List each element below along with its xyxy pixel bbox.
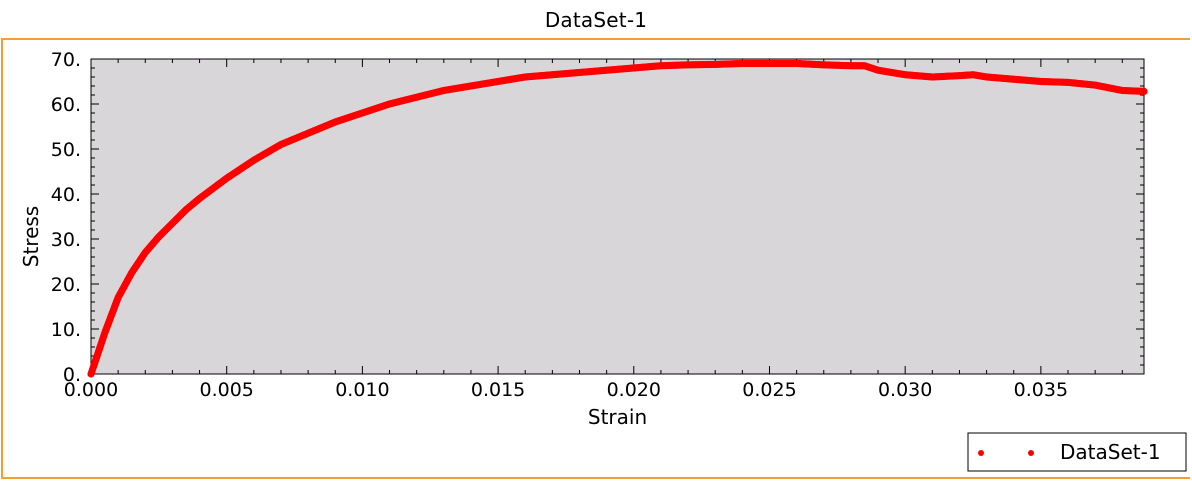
y-tick-label: 0. (63, 364, 81, 386)
data-point (1140, 87, 1148, 95)
y-tick-label: 70. (51, 49, 81, 71)
y-tick-label: 10. (51, 319, 81, 341)
legend: DataSet-1 (967, 432, 1187, 472)
legend-box (967, 432, 1187, 472)
x-tick-label: 0.015 (471, 379, 525, 401)
y-tick-label: 20. (51, 274, 81, 296)
plot-area (90, 58, 1145, 375)
legend-marker (978, 450, 984, 456)
tick-labels: 0.000 0.005 0.010 0.015 0.020 0.025 0.030 0.035… (51, 49, 1068, 401)
x-tick-label: 0.020 (607, 379, 661, 401)
x-tick-label: 0.025 (742, 379, 796, 401)
x-tick-label: 0.010 (335, 379, 389, 401)
y-tick-label: 40. (51, 184, 81, 206)
y-axis-label: Stress (19, 206, 43, 267)
y-tick-label: 60. (51, 94, 81, 116)
series-dataset-1 (87, 59, 1148, 378)
y-tick-label: 30. (51, 229, 81, 251)
x-tick-label: 0.035 (1014, 379, 1068, 401)
legend-marker (1028, 450, 1034, 456)
x-tick-label: 0.005 (199, 379, 253, 401)
axis-ticks (90, 58, 1144, 375)
y-tick-label: 50. (51, 139, 81, 161)
x-axis-label: Strain (588, 405, 647, 429)
chart-window-title: DataSet-1 (544, 8, 648, 32)
viewport-frame (1, 38, 1190, 479)
x-tick-label: 0.030 (878, 379, 932, 401)
x-tick-label: 0.000 (64, 379, 118, 401)
legend-label-dataset-1: DataSet-1 (1060, 440, 1161, 464)
